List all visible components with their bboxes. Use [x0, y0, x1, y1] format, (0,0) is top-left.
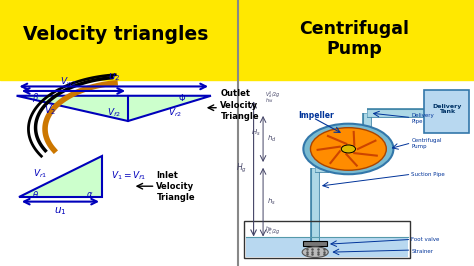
- Text: $\beta$: $\beta$: [32, 92, 39, 104]
- Text: $u_1$: $u_1$: [55, 206, 67, 217]
- Text: Outlet
Velocity
Triangle: Outlet Velocity Triangle: [220, 89, 259, 121]
- Text: $V_{r1}$: $V_{r1}$: [33, 168, 47, 180]
- Text: $h_d$: $h_d$: [267, 134, 276, 144]
- Text: $\alpha$: $\alpha$: [86, 190, 94, 199]
- Text: $H_s$: $H_s$: [251, 128, 261, 138]
- Text: $V_1 = V_{f1}$: $V_1 = V_{f1}$: [111, 170, 147, 182]
- Text: $h_{fs}$: $h_{fs}$: [265, 224, 273, 233]
- Text: $\theta$: $\theta$: [32, 189, 39, 200]
- Text: $h_s$: $h_s$: [267, 197, 276, 207]
- Text: Delivery
Tank: Delivery Tank: [432, 104, 461, 114]
- Text: Velocity triangles: Velocity triangles: [23, 25, 209, 44]
- Text: $V_2$: $V_2$: [44, 103, 56, 117]
- Text: Centrifugal
Pump: Centrifugal Pump: [300, 19, 410, 58]
- Text: $V_{r2}$: $V_{r2}$: [168, 106, 182, 118]
- Text: $H_g$: $H_g$: [236, 162, 246, 176]
- Text: Impeller: Impeller: [299, 111, 334, 120]
- Polygon shape: [19, 156, 102, 197]
- Circle shape: [341, 145, 356, 153]
- Text: $V_d^2/2g$: $V_d^2/2g$: [265, 89, 281, 100]
- Text: Delivery
Pipe: Delivery Pipe: [411, 113, 434, 124]
- Bar: [303, 241, 327, 246]
- Bar: [238, 0, 474, 80]
- Text: Centrifugal
Pump: Centrifugal Pump: [411, 138, 442, 149]
- Text: Foot valve: Foot valve: [411, 237, 440, 242]
- Bar: [0, 0, 238, 80]
- Bar: [424, 90, 469, 133]
- Text: Strainer: Strainer: [411, 249, 433, 254]
- Text: Inlet
Velocity
Triangle: Inlet Velocity Triangle: [156, 171, 195, 202]
- Ellipse shape: [302, 247, 328, 257]
- Bar: [238, 80, 474, 266]
- Bar: [244, 221, 410, 258]
- Bar: [0, 80, 238, 266]
- Text: $u_2$: $u_2$: [108, 72, 120, 83]
- Circle shape: [303, 124, 393, 174]
- Text: $V_{f2}$: $V_{f2}$: [107, 107, 121, 119]
- Text: $\Phi$: $\Phi$: [178, 92, 187, 103]
- Text: $V_{w2}$: $V_{w2}$: [60, 76, 77, 88]
- Polygon shape: [17, 96, 211, 121]
- Text: $h_{fd}$: $h_{fd}$: [265, 96, 274, 105]
- Circle shape: [310, 128, 386, 170]
- Text: $V_s^2/2g$: $V_s^2/2g$: [265, 226, 281, 237]
- Text: Suction Pipe: Suction Pipe: [411, 172, 445, 177]
- Bar: [246, 237, 408, 257]
